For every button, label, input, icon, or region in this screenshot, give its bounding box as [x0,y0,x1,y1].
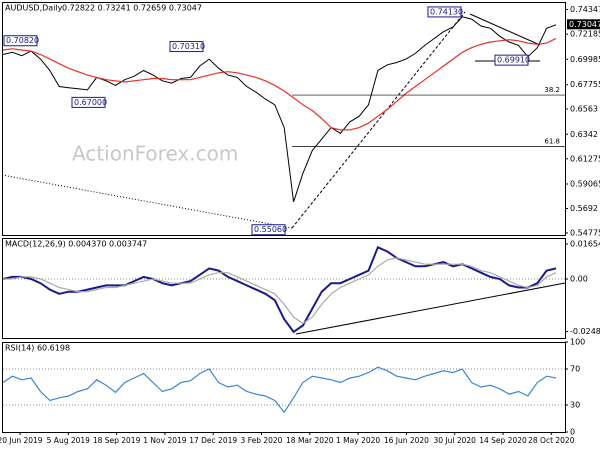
y-tick-label: 0.54775 [570,229,600,238]
y-tick-label: 0.59065 [570,180,600,189]
y-tick-label: 0.72185 [570,30,600,39]
x-tick-label: 18 Mar 2020 [286,436,334,445]
x-tick-label: 3 Feb 2020 [241,436,283,445]
series-line [2,366,557,414]
y-tick-label: 30 [570,401,580,410]
series-line [3,257,557,325]
annotation-label: 0.74130 [430,7,463,16]
annotation-box [494,54,529,66]
annotation-label: 0.70820 [6,36,39,45]
x-tick-label: 1 Nov 2019 [143,436,186,445]
y-tick-label: 0.00 [570,275,588,284]
panel-title: RSI(14) 60.6198 [5,344,70,353]
trendline [469,13,541,46]
series-line [2,37,557,131]
annotation-box [3,35,38,47]
annotation-label: 0.67000 [74,98,107,107]
x-tick-label: 20 Jun 2019 [0,436,43,445]
annotation-box [251,224,286,236]
trendline [291,11,466,229]
trendline [1,174,293,229]
y-tick-label: 70 [570,365,580,374]
last-price-box [567,19,600,30]
x-tick-label: 30 Jul 2020 [433,436,476,445]
fib-label: 38.2 [544,86,560,94]
x-tick-label: 17 Dec 2019 [189,436,237,445]
y-tick-label: 0.67755 [570,80,600,89]
x-tick-label: 14 Sep 2020 [479,436,527,445]
y-tick-label: 0.61275 [570,154,600,163]
y-tick-label: -0.02486 [570,327,600,336]
symbol: AUDUSD,Daily [5,4,63,13]
annotation-label: 0.70310 [172,42,205,51]
x-tick-label: 28 Oct 2020 [528,436,575,445]
annotation-label: 0.55060 [254,225,287,234]
x-tick-label: 1 May 2020 [336,436,380,445]
watermark: ActionForex.com [72,142,238,166]
series-line [2,16,557,203]
y-tick-label: 0.6563 [570,105,598,114]
trendline [295,282,566,335]
fib-label: 61.8 [544,137,560,145]
annotation-box [169,41,204,53]
quote: 0.72822 0.73241 0.72659 0.73047 [62,4,202,13]
x-tick-label: 16 Jun 2020 [384,436,429,445]
annotation-box [427,6,462,18]
annotation-label: 0.69910 [497,56,530,65]
last-price-label: 0.73047 [569,20,600,29]
x-tick-label: 5 Aug 2019 [47,436,90,445]
y-tick-label: 100 [570,338,585,347]
rsi-panel [2,342,566,433]
panel-title: MACD(12,26,9) 0.004370 0.003747 [5,240,147,249]
y-tick-label: 0.5692 [570,204,598,213]
price-panel [2,2,566,236]
y-tick-label: 0 [570,428,575,437]
y-tick-label: 0.01654 [570,240,600,249]
y-tick-label: 0.74347 [570,5,600,14]
macd-panel [2,238,566,339]
y-tick-label: 0.69985 [570,55,600,64]
x-tick-label: 18 Sep 2019 [93,436,141,445]
y-tick-label: 0.6342 [570,130,598,139]
annotation-box [71,96,106,108]
